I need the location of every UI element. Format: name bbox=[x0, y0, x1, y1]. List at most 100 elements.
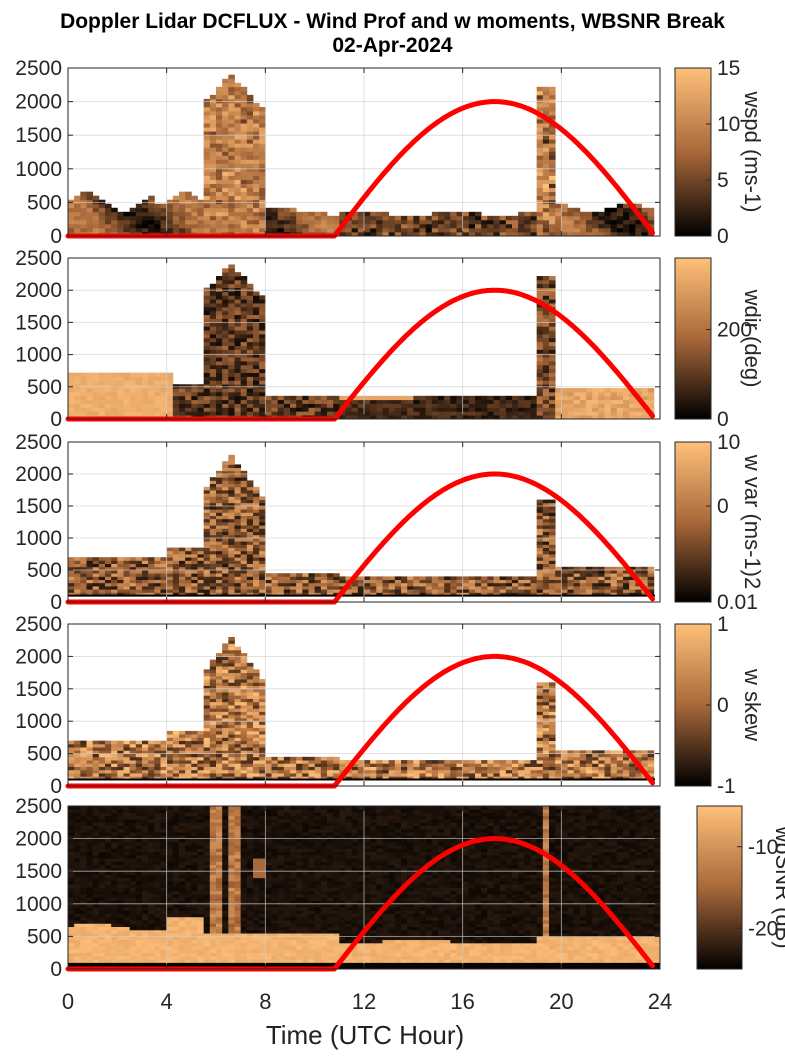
heatmap-cell bbox=[277, 766, 285, 771]
heatmap-cell bbox=[234, 557, 242, 561]
heatmap-cell bbox=[579, 227, 587, 233]
heatmap-cell bbox=[148, 582, 155, 587]
heatmap-cell bbox=[549, 547, 556, 552]
heatmap-cell bbox=[629, 219, 636, 225]
heatmap-cell bbox=[549, 711, 556, 716]
heatmap-cell bbox=[240, 86, 248, 92]
heatmap-cell bbox=[98, 199, 106, 205]
heatmap-cell bbox=[438, 576, 445, 580]
heatmap-cell bbox=[592, 570, 599, 574]
heatmap-cell bbox=[142, 560, 149, 564]
heatmap-cell bbox=[228, 111, 235, 116]
heatmap-cell bbox=[505, 399, 513, 404]
heatmap-cell bbox=[259, 318, 266, 323]
heatmap-cell bbox=[98, 747, 106, 751]
heatmap-cell bbox=[234, 701, 242, 706]
heatmap-cell bbox=[253, 211, 260, 217]
heatmap-cell bbox=[246, 403, 254, 408]
heatmap-cell bbox=[216, 653, 223, 657]
heatmap-cell bbox=[86, 825, 94, 830]
heatmap-cell bbox=[283, 776, 291, 780]
heatmap-cell bbox=[86, 384, 94, 389]
heatmap-cell bbox=[290, 592, 297, 596]
heatmap-cell bbox=[228, 391, 235, 397]
heatmap-cell bbox=[179, 199, 186, 205]
heatmap-cell bbox=[549, 151, 556, 156]
heatmap-cell bbox=[302, 573, 309, 577]
heatmap-cell bbox=[425, 589, 433, 593]
heatmap-cell bbox=[549, 692, 556, 696]
heatmap-cell bbox=[129, 570, 137, 574]
heatmap-cell bbox=[623, 403, 630, 408]
heatmap-cell bbox=[92, 376, 100, 381]
heatmap-cell bbox=[610, 415, 618, 420]
heatmap-cell bbox=[499, 395, 507, 401]
heatmap-cell bbox=[222, 147, 229, 152]
heatmap-cell bbox=[567, 589, 575, 593]
heatmap-cell bbox=[604, 582, 612, 587]
heatmap-cell bbox=[240, 480, 248, 484]
heatmap-cell bbox=[148, 207, 155, 213]
heatmap-cell bbox=[339, 415, 346, 420]
colorbar-tick-label: 200 bbox=[717, 319, 752, 342]
heatmap-cell bbox=[222, 721, 229, 725]
heatmap-cell bbox=[154, 560, 161, 564]
heatmap-cell bbox=[142, 376, 149, 381]
heatmap-cell bbox=[246, 515, 254, 520]
heatmap-cell bbox=[419, 586, 427, 590]
heatmap-cell bbox=[105, 582, 112, 587]
heatmap-cell bbox=[240, 528, 248, 532]
heatmap-cell bbox=[610, 566, 618, 571]
heatmap-cell bbox=[123, 372, 131, 377]
heatmap-cell bbox=[92, 825, 100, 830]
heatmap-cell bbox=[253, 734, 260, 738]
heatmap-cell bbox=[86, 740, 94, 745]
heatmap-cell bbox=[135, 403, 143, 408]
heatmap-cell bbox=[290, 411, 297, 416]
heatmap-cell bbox=[573, 566, 581, 571]
heatmap-cell bbox=[407, 403, 414, 408]
heatmap-cell bbox=[586, 753, 593, 758]
heatmap-cell bbox=[209, 547, 217, 552]
heatmap-cell bbox=[68, 740, 75, 745]
heatmap-cell bbox=[388, 415, 396, 420]
heatmap-cell bbox=[364, 582, 371, 587]
heatmap-cell bbox=[197, 391, 205, 397]
heatmap-cell bbox=[505, 403, 513, 408]
heatmap-cell bbox=[629, 415, 636, 420]
heatmap-cell bbox=[259, 737, 266, 742]
heatmap-cell bbox=[549, 714, 556, 719]
heatmap-cell bbox=[74, 809, 81, 813]
heatmap-cell bbox=[549, 525, 556, 529]
heatmap-cell bbox=[222, 131, 229, 136]
heatmap-cell bbox=[246, 115, 254, 120]
heatmap-cell bbox=[259, 525, 266, 529]
heatmap-cell bbox=[216, 183, 223, 189]
heatmap-cell bbox=[191, 760, 198, 764]
heatmap-cell bbox=[401, 403, 408, 408]
heatmap-cell bbox=[228, 743, 235, 748]
heatmap-cell bbox=[549, 175, 556, 180]
heatmap-cell bbox=[265, 763, 272, 767]
heatmap-cell bbox=[74, 890, 81, 895]
heatmap-cell bbox=[216, 399, 223, 404]
heatmap-cell bbox=[209, 195, 217, 201]
heatmap-cell bbox=[253, 333, 260, 339]
heatmap-cell bbox=[86, 747, 94, 751]
heatmap-cell bbox=[80, 955, 87, 960]
heatmap-cell bbox=[518, 579, 525, 584]
heatmap-cell bbox=[290, 766, 297, 771]
heatmap-cell bbox=[216, 763, 223, 767]
heatmap-cell bbox=[80, 959, 87, 963]
heatmap-cell bbox=[413, 219, 420, 225]
heatmap-cell bbox=[302, 582, 309, 587]
heatmap-cell bbox=[246, 557, 254, 561]
heatmap-cell bbox=[259, 364, 266, 370]
heatmap-cell bbox=[542, 287, 550, 292]
heatmap-cell bbox=[567, 215, 575, 221]
heatmap-cell bbox=[536, 195, 544, 201]
heatmap-cell bbox=[68, 582, 75, 587]
heatmap-cell bbox=[253, 353, 260, 358]
heatmap-cell bbox=[604, 207, 612, 213]
